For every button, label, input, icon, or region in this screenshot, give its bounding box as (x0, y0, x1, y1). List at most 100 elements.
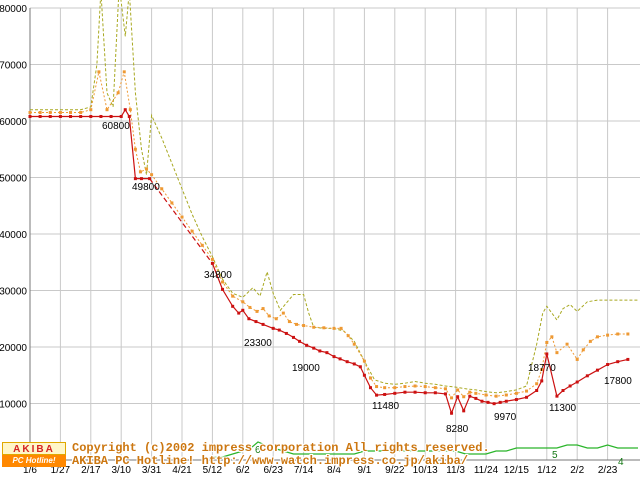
series-min-price-early-marker (127, 114, 131, 118)
logo-akiba-text: AKIBA (2, 442, 66, 455)
price-annotation: 34800 (204, 270, 232, 281)
series-min-price-marker (498, 400, 502, 404)
series-min-price-marker (540, 379, 544, 383)
series-min-price-marker (221, 287, 225, 291)
series-avg-price-marker (133, 147, 137, 151)
series-avg-price-marker (255, 309, 259, 313)
series-min-price-marker (298, 339, 302, 343)
series-avg-price-marker (281, 311, 285, 315)
series-min-price-early-marker (38, 114, 42, 118)
series-avg-price-marker (180, 215, 184, 219)
series-avg-price-marker (462, 395, 466, 399)
series-avg-price-marker (79, 111, 83, 115)
series-min-price-marker (575, 380, 579, 384)
series-avg-price-marker (375, 385, 379, 389)
series-avg-price-marker (525, 389, 529, 393)
y-axis-label: 30000 (0, 287, 27, 298)
shop-count-annotation: 2 (309, 456, 315, 467)
series-avg-price-marker (267, 314, 271, 318)
series-avg-price-marker (545, 340, 549, 344)
series-min-price-marker (606, 363, 610, 367)
x-axis-label: 11/3 (446, 465, 465, 476)
series-avg-price-marker (368, 376, 372, 380)
series-avg-price-marker (38, 111, 42, 115)
series-min-price-marker (284, 331, 288, 335)
series-min-price-marker (332, 355, 336, 359)
series-avg-price-marker (606, 333, 610, 337)
series-avg-price-marker (383, 386, 387, 390)
series-min-price-marker (480, 399, 484, 403)
akiba-logo: AKIBA PC Hotline! (2, 442, 66, 468)
x-axis-label: 11/24 (474, 465, 499, 476)
series-min-price-early-marker (79, 114, 83, 118)
series-avg-price-marker (231, 294, 235, 298)
price-annotation: 19000 (292, 363, 320, 374)
series-min-price-marker (338, 357, 342, 361)
series-avg-price-marker (170, 201, 174, 205)
series-avg-price-marker (535, 382, 539, 386)
series-min-price-marker (474, 396, 478, 400)
price-annotation: 60800 (102, 121, 130, 132)
series-min-price-marker (254, 320, 258, 324)
series-min-price-marker (450, 411, 454, 415)
series-avg-price-marker (433, 386, 437, 390)
series-max-price (30, 0, 638, 394)
series-min-price-marker (504, 399, 508, 403)
series-min-price-marker (433, 391, 437, 395)
series-avg-price-marker (28, 111, 32, 115)
series-min-price-marker (468, 394, 472, 398)
series-avg-price-marker (145, 167, 149, 171)
series-min-price-marker (568, 384, 572, 388)
series-avg-price-marker (468, 390, 472, 394)
series-avg-price-marker (450, 396, 454, 400)
x-axis-label: 5/12 (203, 465, 223, 476)
series-min-price-marker (393, 391, 397, 395)
x-axis-label: 3/31 (142, 465, 162, 476)
series-avg-price-marker (97, 70, 101, 74)
series-min-price-early-marker (123, 108, 127, 112)
x-axis-label: 3/10 (111, 465, 131, 476)
series-avg-price-marker (575, 357, 579, 361)
series-avg-price-marker (69, 111, 73, 115)
series-avg-price-marker (474, 391, 478, 395)
series-avg-price-marker (48, 111, 52, 115)
y-axis-label: 80000 (0, 4, 27, 15)
series-min-price-marker (462, 409, 466, 413)
series-avg-price-marker (261, 307, 265, 311)
logo-pchotline-text: PC Hotline! (2, 455, 66, 467)
series-avg-price-marker (287, 320, 291, 324)
x-axis-label: 2/2 (570, 465, 584, 476)
series-avg-price-marker (494, 394, 498, 398)
series-min-price-gap (149, 178, 213, 264)
series-avg-price-marker (105, 108, 109, 112)
y-axis-label: 60000 (0, 117, 27, 128)
series-min-price-early-marker (69, 114, 73, 118)
series-min-price-marker (241, 308, 245, 312)
series-min-price-marker (231, 304, 235, 308)
series-min-price-marker (318, 349, 322, 353)
series-min-price-early-marker (58, 114, 62, 118)
series-min-price-early-marker (89, 114, 93, 118)
x-axis-label: 4/21 (172, 465, 192, 476)
series-avg-price-marker (248, 305, 252, 309)
series-min-price-early-marker (28, 114, 32, 118)
x-axis-label: 6/2 (236, 465, 250, 476)
series-min-price-marker (261, 322, 265, 326)
copyright-block: Copyright (c)2002 impress corporation Al… (72, 442, 490, 468)
x-axis-label: 1/27 (51, 465, 71, 476)
shop-count-annotation: 4 (618, 457, 624, 468)
series-avg-price-marker (456, 388, 460, 392)
series-min-price-marker (210, 261, 214, 265)
series-avg-price-marker (595, 335, 599, 339)
series-avg-price-marker (138, 170, 142, 174)
series-avg-price-marker (616, 332, 620, 336)
site-branding: AKIBA PC Hotline! Copyright (c)2002 impr… (2, 442, 490, 468)
series-avg-price-marker (588, 339, 592, 343)
series-avg-price-marker (362, 359, 366, 363)
x-axis-label: 7/14 (294, 465, 314, 476)
series-min-price-marker (456, 395, 460, 399)
y-axis-label: 40000 (0, 230, 27, 241)
series-min-price-marker (352, 362, 356, 366)
series-avg-price-marker (423, 385, 427, 389)
